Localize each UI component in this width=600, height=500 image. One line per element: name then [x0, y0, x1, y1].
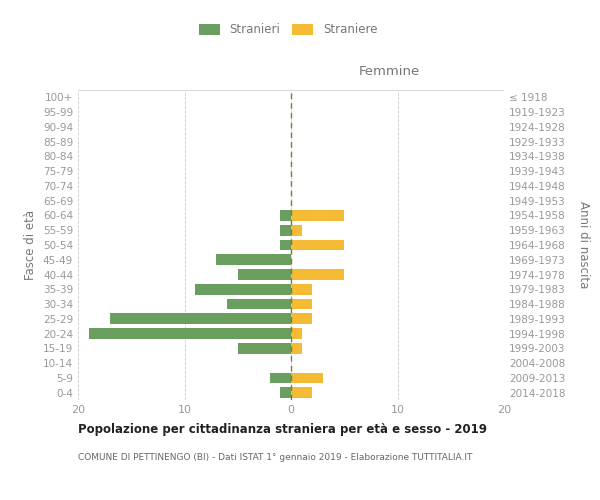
Bar	[195, 284, 291, 294]
Bar	[291, 298, 313, 310]
Text: Femmine: Femmine	[358, 64, 419, 78]
Bar	[280, 210, 291, 221]
Legend: Stranieri, Straniere: Stranieri, Straniere	[196, 21, 380, 38]
Bar	[238, 343, 291, 353]
Y-axis label: Anni di nascita: Anni di nascita	[577, 202, 590, 288]
Text: COMUNE DI PETTINENGO (BI) - Dati ISTAT 1° gennaio 2019 - Elaborazione TUTTITALIA: COMUNE DI PETTINENGO (BI) - Dati ISTAT 1…	[78, 452, 472, 462]
Bar	[291, 388, 313, 398]
Bar	[238, 269, 291, 280]
Bar	[291, 225, 302, 235]
Bar	[280, 225, 291, 235]
Bar	[110, 314, 291, 324]
Bar	[217, 254, 291, 265]
Bar	[291, 343, 302, 353]
Bar	[291, 240, 344, 250]
Y-axis label: Fasce di età: Fasce di età	[25, 210, 37, 280]
Bar	[280, 388, 291, 398]
Bar	[227, 298, 291, 310]
Bar	[291, 269, 344, 280]
Bar	[291, 328, 302, 339]
Bar	[89, 328, 291, 339]
Bar	[291, 284, 313, 294]
Bar	[291, 372, 323, 383]
Bar	[291, 210, 344, 221]
Bar	[291, 314, 313, 324]
Text: Popolazione per cittadinanza straniera per età e sesso - 2019: Popolazione per cittadinanza straniera p…	[78, 422, 487, 436]
Bar	[270, 372, 291, 383]
Bar	[280, 240, 291, 250]
